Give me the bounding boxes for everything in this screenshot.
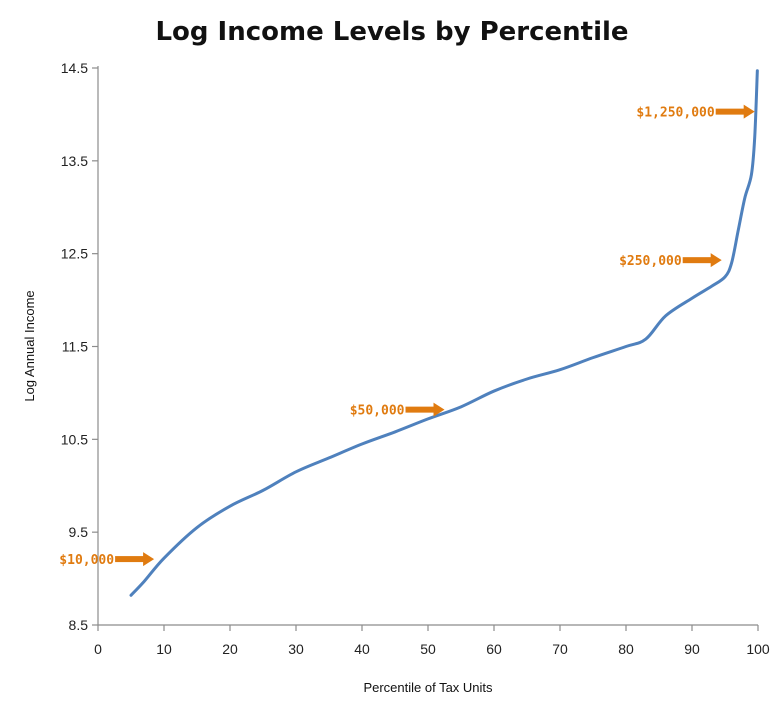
x-tick-label: 100 bbox=[746, 641, 770, 657]
y-tick-label: 9.5 bbox=[69, 524, 89, 540]
arrow-head-icon bbox=[433, 402, 445, 417]
arrow-head-icon bbox=[143, 552, 155, 567]
y-tick-label: 10.5 bbox=[61, 431, 88, 447]
income-annotation: $1,250,000 bbox=[636, 104, 755, 121]
series-line bbox=[129, 69, 759, 597]
y-tick-label: 14.5 bbox=[61, 60, 88, 76]
x-tick-label: 90 bbox=[684, 641, 700, 657]
income-annotation: $250,000 bbox=[619, 253, 722, 269]
x-tick-label: 30 bbox=[288, 641, 304, 657]
y-axis-title: Log Annual Income bbox=[22, 290, 37, 401]
x-tick-label: 70 bbox=[552, 641, 568, 657]
annotation-label: $250,000 bbox=[619, 254, 682, 269]
axes: 8.5 9.5 10.5 11.5 12.5 13.5 14.5 0 10 20 30 40 50 60 7… bbox=[61, 60, 770, 657]
x-tick-label: 50 bbox=[420, 641, 436, 657]
y-tick-label: 8.5 bbox=[69, 617, 89, 633]
chart-title: Log Income Levels by Percentile bbox=[155, 17, 628, 47]
arrow-head-icon bbox=[743, 104, 755, 119]
arrow-shaft bbox=[405, 406, 435, 413]
x-tick-label: 10 bbox=[156, 641, 172, 657]
annotations: $10,000 $50,000 $250,000 $1,250,000 bbox=[59, 104, 755, 568]
income-annotation: $50,000 bbox=[350, 402, 445, 419]
annotation-label: $10,000 bbox=[59, 553, 114, 568]
arrow-head-icon bbox=[710, 253, 722, 268]
arrow-shaft bbox=[115, 556, 145, 563]
arrow-shaft bbox=[715, 108, 745, 115]
x-tick-label: 0 bbox=[94, 641, 102, 657]
x-axis-title: Percentile of Tax Units bbox=[363, 680, 493, 695]
y-tick-label: 11.5 bbox=[62, 339, 88, 355]
y-tick-label: 12.5 bbox=[61, 246, 88, 262]
annotation-label: $50,000 bbox=[350, 404, 405, 419]
x-tick-label: 80 bbox=[618, 641, 634, 657]
annotation-label: $1,250,000 bbox=[636, 106, 714, 121]
income-annotation: $10,000 bbox=[59, 552, 155, 568]
y-tick-label: 13.5 bbox=[61, 153, 88, 169]
series-layer bbox=[129, 69, 759, 597]
x-tick-label: 40 bbox=[354, 641, 370, 657]
x-tick-label: 60 bbox=[486, 641, 502, 657]
arrow-shaft bbox=[682, 257, 712, 264]
x-tick-label: 20 bbox=[222, 641, 238, 657]
